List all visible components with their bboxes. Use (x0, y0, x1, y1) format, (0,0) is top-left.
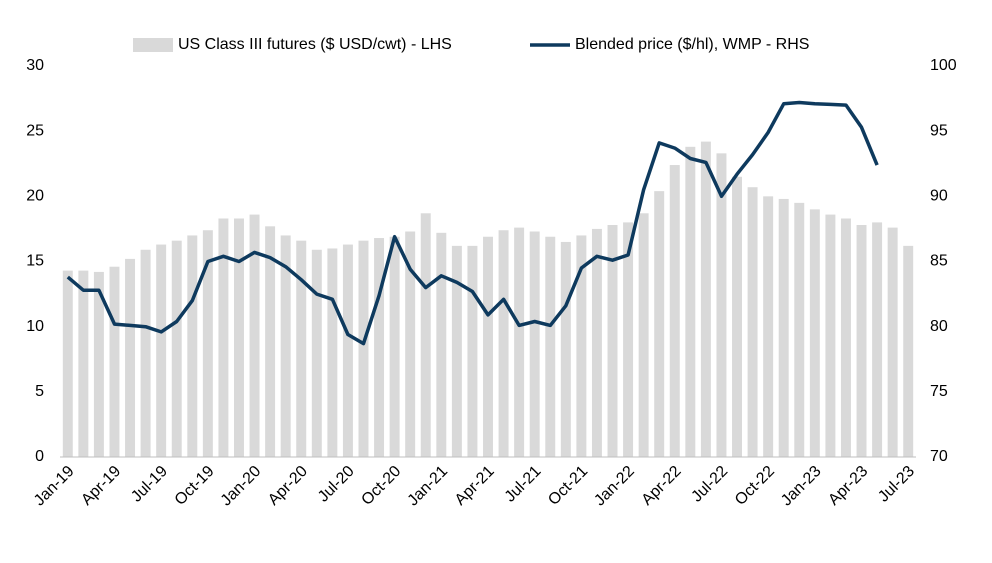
bar (778, 198, 789, 457)
bar (467, 245, 478, 457)
bar (545, 236, 556, 457)
bar (420, 213, 431, 457)
bar (887, 227, 898, 457)
x-tick-label: Oct-19 (172, 463, 218, 509)
x-tick-label: Oct-22 (732, 463, 778, 509)
x-tick-label: Jul-20 (315, 463, 358, 506)
bar (327, 248, 338, 457)
x-tick-label: Jan-19 (31, 463, 78, 510)
bar (591, 228, 602, 457)
bar (140, 249, 151, 457)
bar (436, 232, 447, 457)
bar (265, 226, 276, 457)
x-tick-label: Jul-23 (875, 463, 918, 506)
x-tick-label: Jul-22 (688, 463, 731, 506)
x-tick-label: Jan-22 (591, 463, 638, 510)
y-tick-label: 25 (26, 122, 44, 139)
bar (78, 270, 89, 457)
x-tick-label: Apr-19 (78, 463, 124, 509)
y2-tick-label: 95 (930, 122, 948, 139)
y2-tick-label: 100 (930, 57, 957, 74)
x-tick-label: Apr-23 (825, 463, 871, 509)
line (66, 100, 879, 346)
x-tick-label: Apr-22 (639, 463, 685, 509)
x-tick-label: Jan-20 (218, 463, 265, 510)
bar (669, 165, 680, 457)
x-tick-label: Oct-21 (545, 463, 591, 509)
bar (483, 236, 493, 457)
bar (171, 240, 182, 457)
bar (700, 141, 711, 458)
bar (623, 222, 634, 457)
bar (374, 238, 385, 457)
bar (218, 218, 229, 457)
y-tick-label: 30 (26, 57, 44, 74)
bar (62, 270, 73, 457)
bar (576, 235, 587, 457)
bar (296, 240, 307, 457)
bar (451, 245, 462, 457)
y-tick-label: 15 (26, 253, 44, 270)
bar (498, 230, 509, 457)
bar (187, 235, 198, 457)
bar (794, 202, 805, 457)
bar (405, 231, 416, 457)
y2-tick-label: 80 (930, 318, 948, 335)
y2-tick-label: 85 (930, 253, 948, 270)
bar (514, 227, 525, 457)
y-tick-label: 20 (26, 188, 44, 205)
bar (280, 235, 291, 457)
y2-tick-label: 70 (930, 448, 948, 465)
bar (529, 231, 540, 457)
y2-tick-label: 90 (930, 188, 948, 205)
bar (763, 196, 774, 458)
x-tick-label: Jul-19 (128, 463, 171, 506)
bar (202, 230, 213, 457)
bar (685, 146, 696, 457)
bar (747, 187, 758, 457)
y-tick-label: 5 (35, 383, 44, 400)
bar (716, 153, 727, 457)
bar (342, 244, 353, 457)
y2-tick-label: 75 (930, 383, 948, 400)
bar (654, 191, 665, 457)
y-tick-label: 0 (35, 448, 44, 465)
bar (809, 209, 820, 457)
x-tick-label: Jan-21 (405, 463, 452, 510)
x-tick-label: Jul-21 (502, 463, 545, 506)
bar (156, 244, 167, 457)
x-tick-label: Apr-21 (452, 463, 498, 509)
legend-label: Blended price ($/hl), WMP - RHS (575, 36, 809, 53)
bar (872, 222, 883, 457)
bar (311, 249, 322, 457)
x-tick-label: Apr-20 (265, 463, 311, 509)
bar (856, 225, 867, 457)
bar (607, 225, 618, 457)
bar (840, 218, 851, 457)
bar (234, 218, 244, 457)
legend-label: US Class III futures ($ USD/cwt) - LHS (178, 36, 452, 53)
bar (638, 213, 649, 457)
bar (125, 258, 136, 457)
x-tick-label: Jan-23 (778, 463, 825, 510)
bar (249, 214, 260, 457)
bar (903, 245, 914, 457)
bar (560, 241, 571, 457)
bar (389, 236, 400, 457)
y-tick-label: 10 (26, 318, 44, 335)
bar (358, 240, 369, 457)
x-tick-label: Oct-20 (358, 463, 404, 509)
bar (732, 176, 742, 458)
bar (109, 266, 120, 457)
legend-swatch (133, 38, 173, 52)
bar (825, 214, 836, 457)
bar (93, 271, 104, 457)
